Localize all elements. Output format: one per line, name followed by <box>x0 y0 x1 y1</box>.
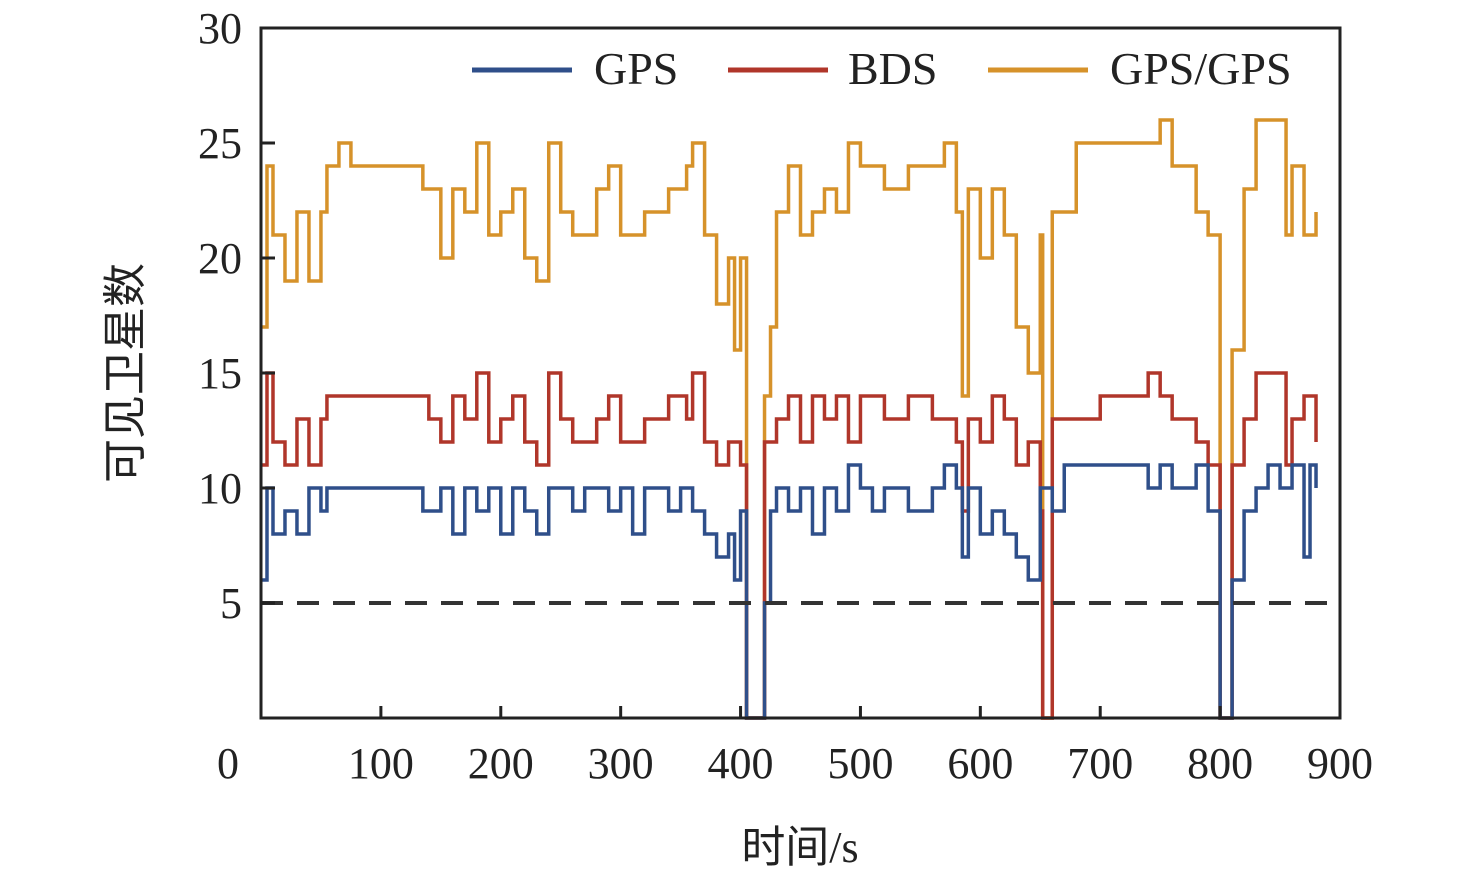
legend-label: BDS <box>848 43 937 94</box>
y-tick-label: 15 <box>198 349 242 398</box>
x-tick-label: 400 <box>708 739 774 788</box>
series-line-0 <box>261 463 1318 720</box>
y-tick-label: 20 <box>198 234 242 283</box>
x-tick-label: 200 <box>468 739 534 788</box>
x-tick-label: 700 <box>1067 739 1133 788</box>
legend: GPS BDS GPS/GPS <box>472 43 1292 94</box>
series-line-1 <box>261 371 1318 720</box>
x-tick-label: 900 <box>1307 739 1373 788</box>
legend-label: GPS/GPS <box>1110 43 1292 94</box>
x-tick-label: 100 <box>348 739 414 788</box>
y-tick-label: 30 <box>198 4 242 53</box>
y-tick-label: 25 <box>198 119 242 168</box>
series-line-2 <box>261 118 1318 720</box>
y-axis-label: 可见卫星数 <box>101 263 150 483</box>
x-tick-label: 300 <box>588 739 654 788</box>
y-tick-label: 5 <box>220 579 242 628</box>
x-axis-label: 时间/s <box>741 823 858 872</box>
plot-frame <box>259 26 1342 720</box>
x-tick-label: 0 <box>217 739 239 788</box>
y-tick-label: 10 <box>198 464 242 513</box>
x-tick-label: 600 <box>947 739 1013 788</box>
x-tick-label: 500 <box>827 739 893 788</box>
series-layer <box>261 118 1318 720</box>
legend-label: GPS <box>594 43 678 94</box>
x-tick-label: 800 <box>1187 739 1253 788</box>
axis-ticks: 0 100 200 300 400 500 600 700 800 900 5 10 15 20 25 30 <box>198 4 1373 788</box>
